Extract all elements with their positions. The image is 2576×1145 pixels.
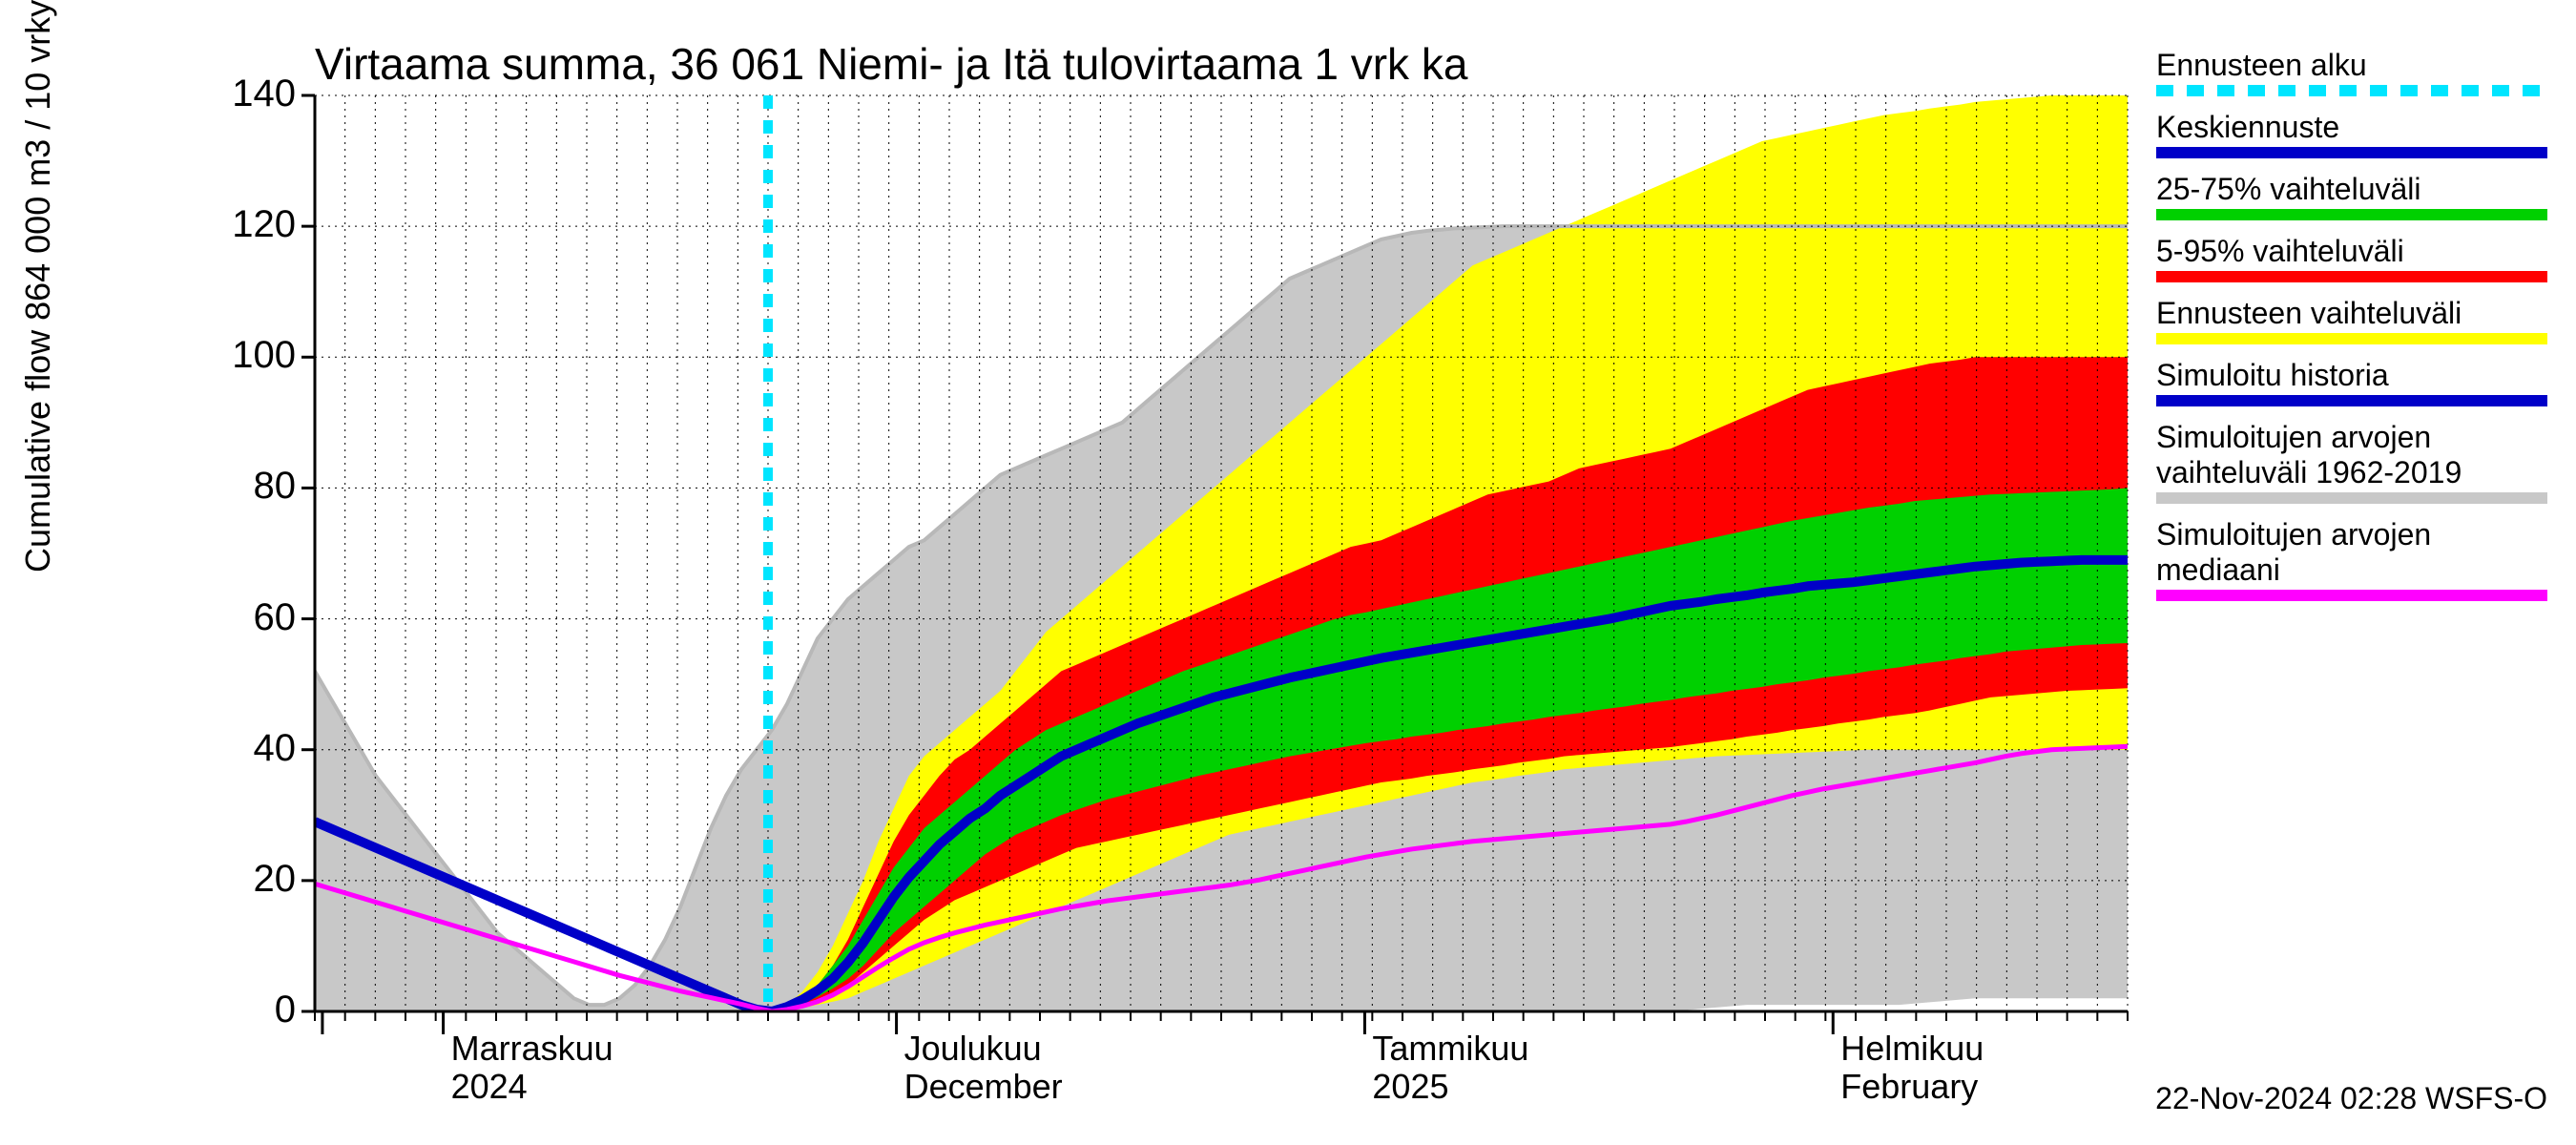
legend-item: Simuloitu historia xyxy=(2156,358,2547,406)
y-tick-label: 20 xyxy=(200,858,296,901)
legend-item: Simuloitujen arvojen vaihteluväli 1962-2… xyxy=(2156,420,2547,504)
x-tick-label: February xyxy=(1840,1067,1978,1107)
y-tick-label: 40 xyxy=(200,727,296,770)
legend-label: Ennusteen vaihteluväli xyxy=(2156,296,2547,331)
legend-item: Ennusteen vaihteluväli xyxy=(2156,296,2547,344)
y-tick-label: 100 xyxy=(200,334,296,377)
legend-label: Ennusteen alku xyxy=(2156,48,2547,83)
x-tick-label: Marraskuu xyxy=(451,1029,613,1069)
x-tick-label: Helmikuu xyxy=(1840,1029,1984,1069)
x-tick-label: Joulukuu xyxy=(904,1029,1042,1069)
legend: Ennusteen alku Keskiennuste 25-75% vaihtel… xyxy=(2156,48,2547,614)
y-tick-label: 80 xyxy=(200,465,296,508)
legend-item: Ennusteen alku xyxy=(2156,48,2547,96)
legend-label: 25-75% vaihteluväli xyxy=(2156,172,2547,207)
legend-item: Keskiennuste xyxy=(2156,110,2547,158)
chart-container: Virtaama summa, 36 061 Niemi- ja Itä tul… xyxy=(0,0,2576,1145)
legend-label: Simuloitujen arvojen mediaani xyxy=(2156,517,2547,588)
y-tick-label: 0 xyxy=(200,989,296,1031)
legend-swatch xyxy=(2156,395,2547,406)
legend-swatch xyxy=(2156,333,2547,344)
y-tick-label: 140 xyxy=(200,73,296,115)
legend-label: Simuloitujen arvojen vaihteluväli 1962-2… xyxy=(2156,420,2547,490)
y-tick-label: 120 xyxy=(200,203,296,246)
x-tick-label: December xyxy=(904,1067,1063,1107)
legend-swatch xyxy=(2156,209,2547,220)
legend-label: Simuloitu historia xyxy=(2156,358,2547,393)
y-tick-label: 60 xyxy=(200,596,296,639)
legend-swatch xyxy=(2156,492,2547,504)
legend-item: 25-75% vaihteluväli xyxy=(2156,172,2547,220)
legend-item: 5-95% vaihteluväli xyxy=(2156,234,2547,282)
legend-item: Simuloitujen arvojen mediaani xyxy=(2156,517,2547,601)
legend-swatch xyxy=(2156,147,2547,158)
x-tick-label: Tammikuu xyxy=(1372,1029,1528,1069)
legend-swatch xyxy=(2156,271,2547,282)
legend-label: Keskiennuste xyxy=(2156,110,2547,145)
x-tick-label: 2025 xyxy=(1372,1067,1448,1107)
x-tick-label: 2024 xyxy=(451,1067,528,1107)
legend-label: 5-95% vaihteluväli xyxy=(2156,234,2547,269)
legend-swatch xyxy=(2156,590,2547,601)
legend-swatch xyxy=(2156,85,2547,96)
